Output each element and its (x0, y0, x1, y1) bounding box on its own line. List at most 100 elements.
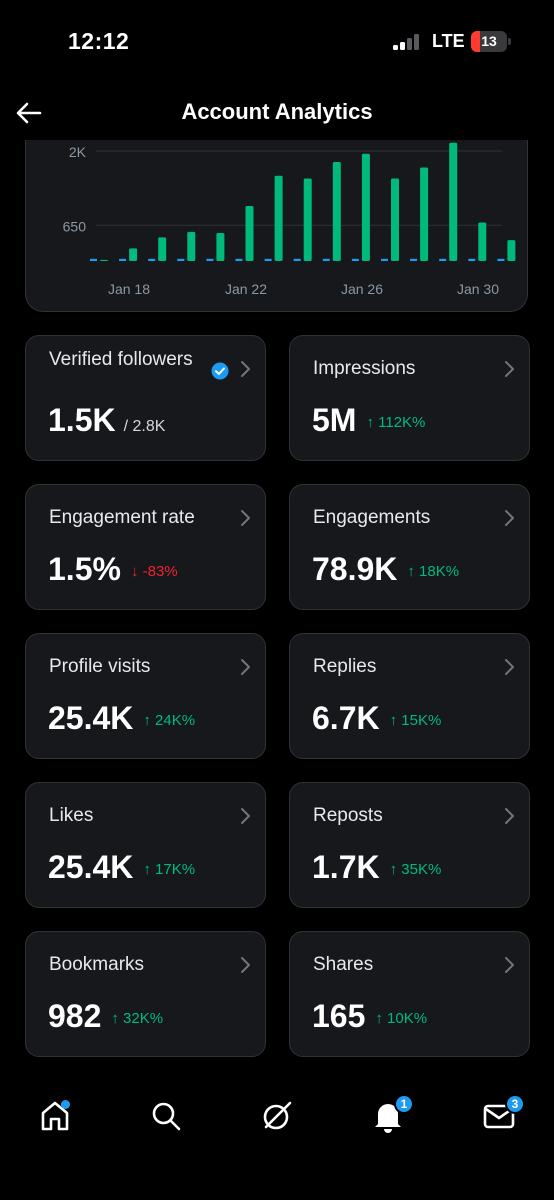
metric-card-impressions[interactable]: Impressions 5M ↑ 112K% (289, 335, 530, 461)
battery-icon: 13 (471, 31, 507, 52)
x-tick-label: Jan 18 (108, 281, 150, 297)
metric-label: Bookmarks (49, 954, 145, 975)
battery-level: 13 (481, 33, 497, 49)
metric-total: / 2.8K (123, 418, 166, 435)
home-dot (61, 1100, 70, 1109)
metric-change: ↑ 112K% (366, 414, 426, 431)
metric-value-row: 5M ↑ 112K% (312, 402, 425, 441)
bar-green (274, 175, 283, 261)
daily-chart: 2K 650 Jan 18 Jan 22 Jan 26 Jan 30 (63, 142, 516, 297)
metric-change: ↑ 15K% (389, 712, 442, 729)
bar-blue (235, 258, 243, 261)
chevron-right-icon (241, 659, 250, 675)
metric-label: Engagements (313, 507, 431, 528)
notifications-icon (375, 1104, 401, 1133)
bar-green (187, 231, 196, 261)
nav-notifications[interactable]: 1 (358, 1080, 418, 1152)
metric-value: 6.7K (312, 700, 380, 736)
metric-change: ↑ 35K% (389, 861, 442, 878)
bar-blue (322, 258, 330, 261)
metric-card-likes[interactable]: Likes 25.4K ↑ 17K% (25, 782, 266, 908)
bar-green (129, 248, 138, 261)
messages-icon (483, 1104, 515, 1129)
nav-messages[interactable]: 3 (469, 1080, 529, 1152)
metric-change: ↑ 17K% (143, 861, 196, 878)
metric-value: 1.5K (48, 402, 116, 438)
metric-value-row: 982 ↑ 32K% (48, 998, 163, 1037)
metric-value: 1.7K (312, 849, 380, 885)
chevron-right-icon (505, 510, 514, 526)
x-tick-label: Jan 26 (341, 281, 383, 297)
nav-home[interactable] (25, 1080, 85, 1152)
search-icon (152, 1102, 181, 1131)
metric-value-row: 6.7K ↑ 15K% (312, 700, 441, 739)
metric-label: Engagement rate (49, 507, 195, 528)
grok-icon (263, 1101, 292, 1130)
metric-change: ↑ 24K% (143, 712, 196, 729)
status-time: 12:12 (68, 28, 130, 54)
metric-value: 25.4K (48, 700, 134, 736)
metric-value-row: 78.9K ↑ 18K% (312, 551, 459, 590)
chevron-right-icon (505, 361, 514, 377)
metric-card-reposts[interactable]: Reposts 1.7K ↑ 35K% (289, 782, 530, 908)
bar-green (391, 178, 399, 261)
metric-card-bookmarks[interactable]: Bookmarks 982 ↑ 32K% (25, 931, 266, 1057)
bar-blue (264, 258, 272, 261)
y-tick-label: 650 (63, 218, 87, 234)
bar-green (216, 232, 225, 261)
metric-card-replies[interactable]: Replies 6.7K ↑ 15K% (289, 633, 530, 759)
nav-grok[interactable] (247, 1080, 307, 1152)
metric-card-shares[interactable]: Shares 165 ↑ 10K% (289, 931, 530, 1057)
network-type: LTE (432, 31, 465, 51)
chart-card[interactable]: 2K 650 Jan 18 Jan 22 Jan 26 Jan 30 (25, 140, 528, 312)
header: Account Analytics (0, 84, 554, 144)
x-tick-label: Jan 22 (225, 281, 267, 297)
bar-blue (410, 258, 418, 261)
bar-blue (293, 258, 301, 261)
metric-value: 1.5% (48, 551, 121, 587)
chevron-right-icon (505, 808, 514, 824)
chevron-right-icon (505, 957, 514, 973)
metric-label: Reposts (313, 805, 383, 826)
chevron-right-icon (241, 510, 250, 526)
metric-card-profile-visits[interactable]: Profile visits 25.4K ↑ 24K% (25, 633, 266, 759)
metric-label: Impressions (313, 358, 416, 379)
metric-value: 982 (48, 998, 102, 1034)
metric-value: 78.9K (312, 551, 398, 587)
metric-value: 5M (312, 402, 357, 438)
y-tick-label: 2K (69, 144, 87, 160)
status-bar: 12:12 LTE 13 (0, 0, 554, 84)
bar-blue (177, 258, 185, 261)
bar-blue (468, 258, 476, 261)
bar-green (158, 237, 167, 261)
bar-green (332, 162, 341, 261)
bar-blue (90, 258, 97, 261)
metric-card-engagement-rate[interactable]: Engagement rate 1.5% ↓ -83% (25, 484, 266, 610)
bar-green (449, 142, 458, 261)
signal-icon (393, 34, 427, 50)
metric-card-engagements[interactable]: Engagements 78.9K ↑ 18K% (289, 484, 530, 610)
metric-change: ↑ 18K% (407, 563, 460, 580)
chevron-right-icon (505, 659, 514, 675)
messages-badge: 3 (505, 1094, 525, 1114)
home-icon (41, 1101, 69, 1131)
metric-label: Profile visits (49, 656, 151, 677)
metric-value-row: 1.7K ↑ 35K% (312, 849, 441, 888)
page-title: Account Analytics (181, 99, 373, 124)
chevron-right-icon (241, 361, 250, 377)
back-button[interactable] (12, 96, 46, 130)
nav-search[interactable] (136, 1080, 196, 1152)
bar-green (478, 222, 487, 261)
bar-green (303, 178, 312, 261)
bottom-nav: 1 3 (0, 1080, 554, 1160)
verified-icon (211, 362, 229, 380)
metric-value-row: 25.4K ↑ 24K% (48, 700, 195, 739)
back-arrow-icon (16, 102, 42, 124)
metric-label: Shares (313, 954, 374, 975)
bar-blue (206, 258, 214, 261)
metric-card-verified-followers[interactable]: Verified followers 1.5K / 2.8K (25, 335, 266, 461)
metric-value: 25.4K (48, 849, 134, 885)
metric-value-row: 25.4K ↑ 17K% (48, 849, 195, 888)
metric-value-row: 1.5K / 2.8K (48, 402, 165, 445)
metric-change: ↑ 32K% (111, 1010, 164, 1027)
